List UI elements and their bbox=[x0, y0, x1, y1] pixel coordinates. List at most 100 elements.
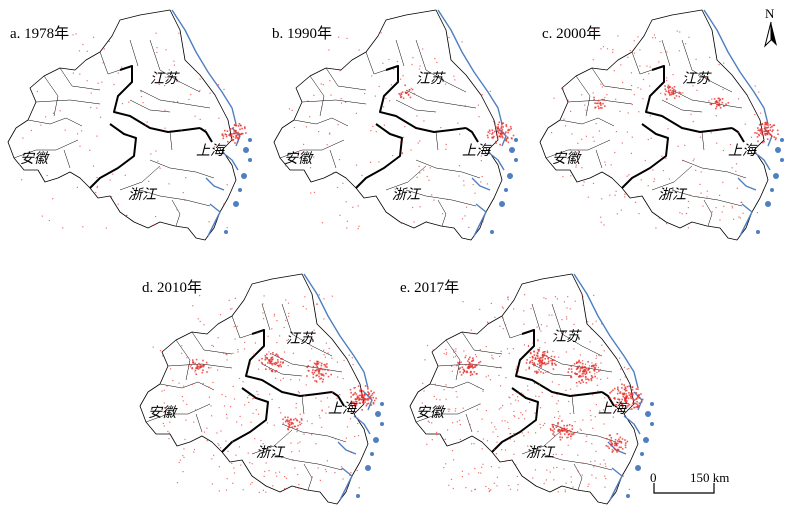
scale-zero-label: 0 bbox=[650, 470, 657, 485]
urban-patch bbox=[318, 131, 320, 133]
urban-hotspot bbox=[497, 126, 499, 128]
urban-patch bbox=[336, 186, 339, 189]
urban-hotspot bbox=[501, 135, 504, 138]
urban-hotspot bbox=[533, 354, 536, 356]
urban-hotspot bbox=[627, 397, 630, 400]
urban-patch bbox=[451, 370, 453, 372]
urban-patch bbox=[517, 392, 519, 394]
urban-hotspot bbox=[764, 123, 766, 126]
urban-patch bbox=[544, 422, 546, 425]
urban-patch bbox=[497, 435, 499, 438]
urban-hotspot bbox=[551, 364, 553, 366]
urban-patch bbox=[513, 415, 515, 417]
urban-hotspot bbox=[353, 387, 355, 389]
urban-hotspot bbox=[625, 399, 627, 401]
urban-patch bbox=[580, 429, 582, 431]
urban-patch bbox=[508, 396, 510, 398]
urban-hotspot bbox=[601, 107, 603, 109]
urban-hotspot bbox=[566, 436, 568, 439]
urban-patch bbox=[587, 196, 589, 198]
city-boundary bbox=[139, 189, 211, 207]
urban-patch bbox=[226, 359, 228, 361]
urban-patch bbox=[687, 200, 690, 203]
urban-patch bbox=[445, 384, 447, 386]
urban-hotspot bbox=[566, 430, 569, 432]
urban-patch bbox=[253, 397, 255, 399]
urban-patch bbox=[731, 167, 733, 169]
urban-hotspot bbox=[628, 392, 630, 394]
urban-hotspot bbox=[766, 133, 769, 136]
urban-patch bbox=[521, 392, 523, 394]
urban-hotspot bbox=[468, 361, 471, 364]
urban-hotspot bbox=[466, 370, 468, 373]
urban-hotspot bbox=[577, 366, 580, 369]
urban-hotspot bbox=[320, 362, 323, 365]
urban-hotspot bbox=[769, 123, 771, 126]
urban-patch bbox=[731, 205, 733, 207]
urban-patch bbox=[309, 116, 311, 118]
urban-patch bbox=[443, 353, 445, 355]
map-1990 bbox=[273, 9, 518, 241]
urban-patch bbox=[686, 212, 688, 215]
urban-patch bbox=[229, 308, 232, 310]
urban-patch bbox=[352, 363, 354, 366]
urban-hotspot bbox=[717, 97, 720, 100]
urban-hotspot bbox=[640, 393, 642, 395]
urban-patch bbox=[465, 355, 467, 357]
urban-patch bbox=[600, 221, 602, 223]
urban-patch bbox=[699, 183, 701, 185]
urban-patch bbox=[556, 298, 558, 300]
label-zhejiang: 浙江 bbox=[256, 446, 284, 461]
urban-patch bbox=[498, 374, 500, 377]
urban-patch bbox=[292, 459, 294, 461]
urban-hotspot bbox=[630, 395, 633, 397]
urban-hotspot bbox=[237, 138, 239, 140]
urban-patch bbox=[523, 323, 525, 325]
urban-patch bbox=[146, 121, 148, 123]
urban-hotspot bbox=[589, 371, 591, 373]
urban-patch bbox=[225, 440, 227, 442]
urban-hotspot bbox=[225, 135, 228, 138]
urban-hotspot bbox=[460, 374, 463, 376]
urban-hotspot bbox=[407, 93, 410, 96]
urban-patch bbox=[173, 60, 175, 62]
urban-patch bbox=[744, 123, 746, 125]
urban-patch bbox=[21, 179, 23, 181]
urban-patch bbox=[328, 49, 330, 51]
province-boundary bbox=[645, 65, 733, 133]
urban-hotspot bbox=[290, 423, 293, 425]
urban-patch bbox=[426, 344, 429, 347]
urban-patch bbox=[501, 420, 503, 422]
city-boundary bbox=[63, 149, 71, 169]
urban-patch bbox=[487, 375, 489, 377]
urban-hotspot bbox=[772, 124, 775, 127]
urban-hotspot bbox=[611, 442, 613, 445]
urban-patch bbox=[231, 308, 233, 310]
urban-patch bbox=[594, 416, 596, 418]
urban-hotspot bbox=[361, 409, 363, 411]
urban-hotspot bbox=[312, 369, 314, 371]
urban-patch bbox=[457, 122, 459, 124]
urban-patch bbox=[534, 469, 537, 471]
urban-hotspot bbox=[597, 99, 600, 102]
urban-hotspot bbox=[615, 404, 618, 406]
urban-hotspot bbox=[279, 363, 282, 366]
urban-patch bbox=[388, 58, 390, 61]
urban-patch bbox=[561, 453, 563, 456]
urban-hotspot bbox=[679, 92, 682, 94]
urban-hotspot bbox=[577, 376, 580, 378]
city-boundary bbox=[681, 159, 747, 179]
urban-hotspot bbox=[625, 397, 628, 399]
urban-patch bbox=[233, 326, 235, 328]
urban-patch bbox=[404, 126, 406, 128]
urban-hotspot bbox=[282, 362, 284, 364]
urban-hotspot bbox=[591, 376, 593, 379]
urban-patch bbox=[313, 156, 315, 158]
urban-hotspot bbox=[268, 368, 271, 370]
urban-patch bbox=[205, 129, 207, 131]
urban-hotspot bbox=[330, 373, 332, 376]
urban-patch bbox=[489, 133, 491, 135]
urban-hotspot bbox=[667, 87, 670, 90]
urban-hotspot bbox=[306, 375, 308, 377]
map-1978 bbox=[7, 9, 252, 241]
